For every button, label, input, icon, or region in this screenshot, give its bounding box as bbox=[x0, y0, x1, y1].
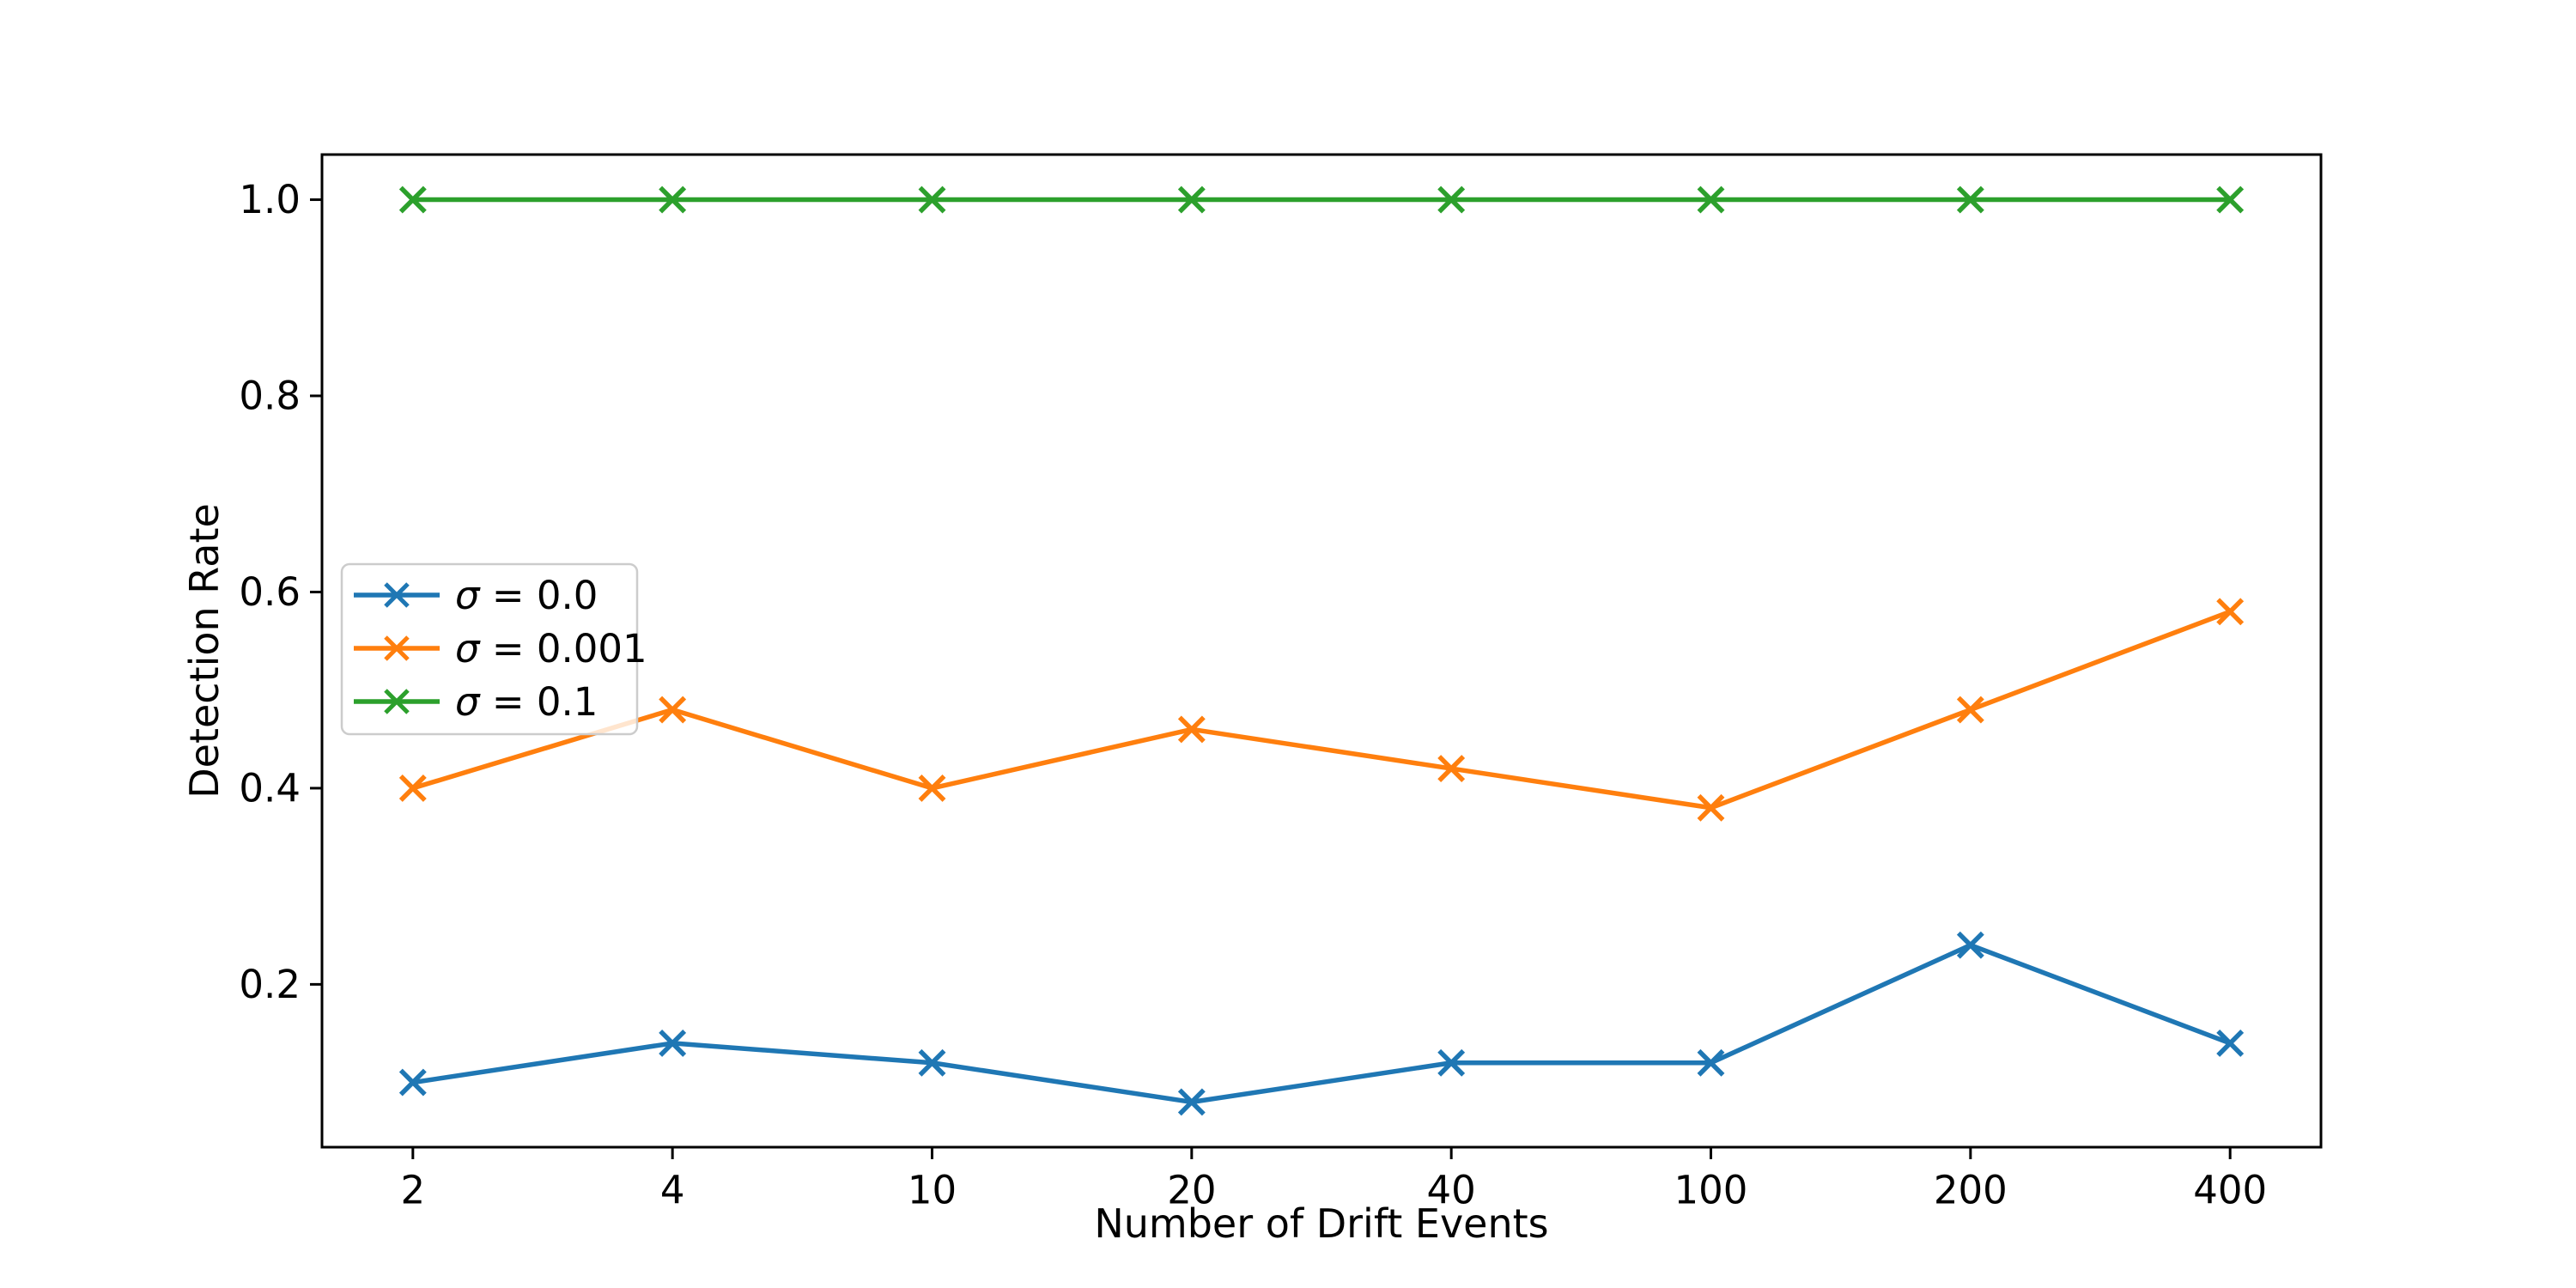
x-axis-label: Number of Drift Events bbox=[1094, 1200, 1549, 1247]
legend-label-2: σ = 0.1 bbox=[455, 679, 598, 725]
y-tick-label: 0.8 bbox=[239, 374, 301, 419]
plot-area bbox=[320, 153, 2323, 1149]
x-tick-label: 200 bbox=[1934, 1168, 2008, 1213]
x-tick-label: 10 bbox=[908, 1168, 957, 1213]
x-tick-label: 40 bbox=[1427, 1168, 1476, 1213]
legend-box bbox=[340, 562, 639, 736]
legend-sample-marker-1 bbox=[384, 635, 410, 661]
legend-sample-marker-0 bbox=[384, 582, 410, 608]
series-markers-2 bbox=[398, 185, 2245, 214]
y-tick-label: 1.0 bbox=[239, 177, 301, 222]
y-tick-label: 0.2 bbox=[239, 962, 301, 1007]
y-axis-label: Detection Rate bbox=[181, 503, 228, 799]
x-tick-label: 100 bbox=[1674, 1168, 1748, 1213]
series-line-0 bbox=[412, 942, 2232, 1105]
y-tick-label: 0.4 bbox=[239, 765, 301, 811]
y-tick-label: 0.6 bbox=[239, 569, 301, 615]
series-markers-1 bbox=[398, 598, 2245, 822]
x-tick-label: 400 bbox=[2193, 1168, 2267, 1213]
series-line-1 bbox=[412, 609, 2232, 811]
legend-label-1: σ = 0.001 bbox=[455, 626, 647, 671]
x-tick-label: 20 bbox=[1167, 1168, 1216, 1213]
series-markers-0 bbox=[398, 931, 2245, 1116]
legend-label-0: σ = 0.0 bbox=[455, 573, 598, 618]
legend-sample-marker-2 bbox=[384, 689, 410, 714]
x-tick-label: 2 bbox=[400, 1168, 425, 1213]
x-tick-label: 4 bbox=[660, 1168, 685, 1213]
